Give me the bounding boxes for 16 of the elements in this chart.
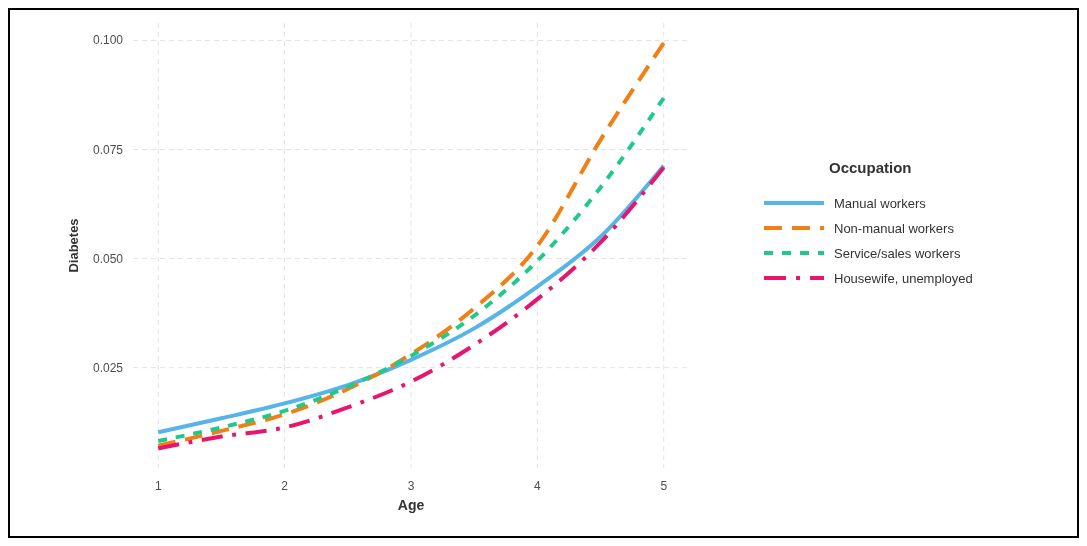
x-tick-label: 1 (154, 479, 162, 493)
y-tick-label: 0.050 (92, 251, 124, 266)
y-tick-label: 0.075 (92, 142, 124, 157)
y-tick-label: 0.100 (92, 33, 124, 48)
y-tick-label: 0.025 (92, 360, 124, 375)
x-tick-label: 3 (407, 479, 415, 493)
legend-label: Housewife, unemployed (834, 271, 973, 286)
x-tick-label: 2 (281, 479, 289, 493)
x-axis-title: Age (397, 497, 425, 513)
legend-label: Service/sales workers (834, 246, 961, 261)
y-axis-title: Diabetes (66, 218, 81, 273)
x-tick-label: 4 (534, 479, 542, 493)
legend-title: Occupation (829, 159, 912, 176)
x-tick-label: 5 (660, 479, 668, 493)
legend-label: Non-manual workers (834, 221, 955, 236)
legend-label: Manual workers (834, 196, 927, 211)
